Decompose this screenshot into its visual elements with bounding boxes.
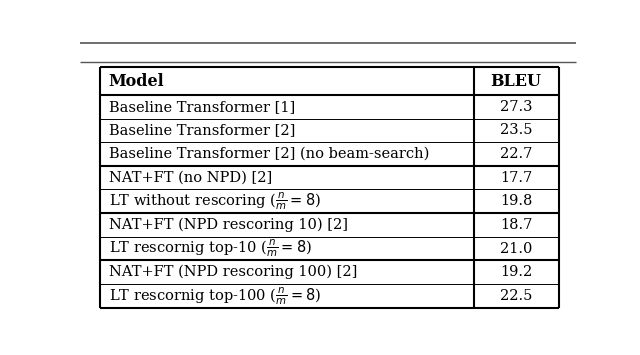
Text: NAT+FT (no NPD) [2]: NAT+FT (no NPD) [2]: [109, 171, 272, 185]
Text: NAT+FT (NPD rescoring 10) [2]: NAT+FT (NPD rescoring 10) [2]: [109, 218, 348, 232]
Text: 18.7: 18.7: [500, 218, 532, 232]
Text: 19.2: 19.2: [500, 265, 532, 279]
Text: Model: Model: [109, 72, 164, 89]
Text: LT rescornig top-10 ($\frac{n}{m} = 8$): LT rescornig top-10 ($\frac{n}{m} = 8$): [109, 238, 312, 259]
Text: 19.8: 19.8: [500, 194, 532, 208]
Text: Baseline Transformer [2] (no beam-search): Baseline Transformer [2] (no beam-search…: [109, 147, 429, 161]
Text: LT rescornig top-100 ($\frac{n}{m} = 8$): LT rescornig top-100 ($\frac{n}{m} = 8$): [109, 285, 321, 306]
Text: 22.5: 22.5: [500, 289, 532, 303]
Text: 23.5: 23.5: [500, 123, 532, 137]
Text: BLEU: BLEU: [491, 72, 541, 89]
Text: Baseline Transformer [1]: Baseline Transformer [1]: [109, 100, 295, 114]
Text: NAT+FT (NPD rescoring 100) [2]: NAT+FT (NPD rescoring 100) [2]: [109, 265, 357, 279]
Text: 21.0: 21.0: [500, 242, 532, 256]
Text: LT without rescoring ($\frac{n}{m} = 8$): LT without rescoring ($\frac{n}{m} = 8$): [109, 191, 321, 212]
Text: 22.7: 22.7: [500, 147, 532, 161]
Text: 17.7: 17.7: [500, 171, 532, 185]
Text: 27.3: 27.3: [500, 100, 532, 114]
Text: Baseline Transformer [2]: Baseline Transformer [2]: [109, 123, 295, 137]
